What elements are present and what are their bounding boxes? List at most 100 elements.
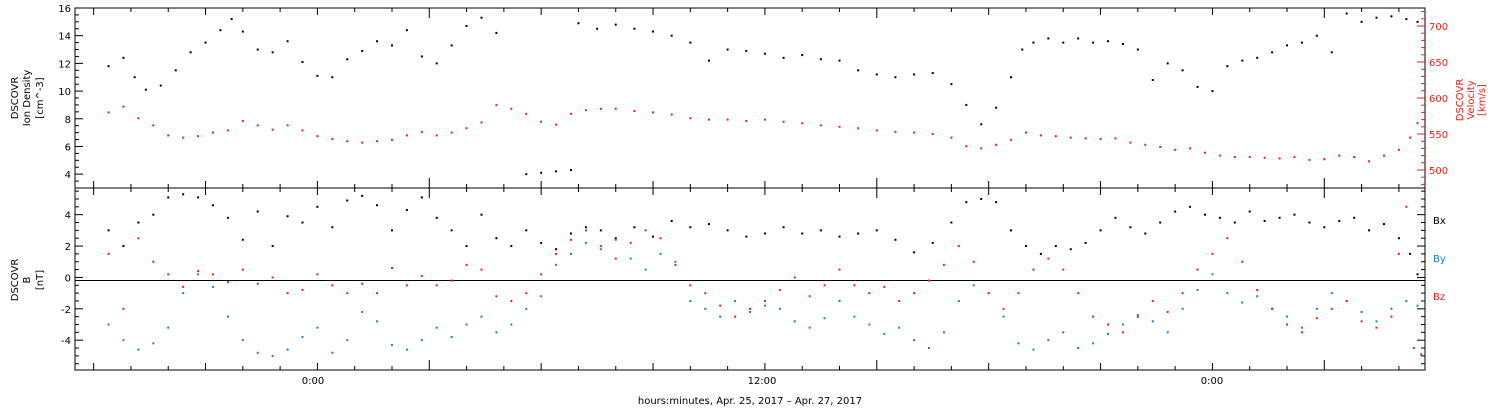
data-point — [1241, 59, 1244, 62]
data-point — [838, 299, 841, 302]
data-point — [838, 125, 841, 128]
data-point — [1159, 221, 1162, 224]
data-point — [346, 199, 349, 202]
data-point — [1218, 216, 1221, 219]
data-point — [1166, 331, 1169, 334]
data-point — [316, 273, 319, 276]
data-point — [1271, 307, 1274, 310]
data-point — [801, 232, 804, 235]
data-point — [555, 252, 558, 255]
data-point — [1416, 273, 1419, 276]
data-point — [633, 27, 636, 30]
data-point — [1323, 158, 1326, 161]
data-point — [1308, 158, 1311, 161]
data-point — [913, 251, 916, 254]
data-point — [1397, 237, 1400, 240]
top-left-y-axis: 4 6 8 10 12 14 16 — [58, 4, 83, 189]
data-point — [894, 238, 897, 241]
data-point — [331, 284, 334, 287]
data-point — [599, 248, 602, 251]
data-point — [316, 74, 319, 77]
top-right-y-title-line: Velocity — [1466, 80, 1477, 119]
data-point — [450, 279, 453, 282]
data-point — [1174, 210, 1177, 213]
data-point — [1405, 18, 1408, 21]
data-point — [745, 235, 748, 238]
data-point — [1047, 257, 1050, 260]
data-point — [189, 51, 192, 54]
data-point — [480, 121, 483, 124]
data-point — [1151, 79, 1154, 81]
data-point — [584, 229, 587, 232]
data-point — [1166, 62, 1169, 65]
data-point — [1174, 148, 1177, 151]
data-point — [1054, 135, 1057, 138]
data-point — [346, 292, 349, 295]
data-point — [197, 270, 200, 273]
data-point — [480, 268, 483, 271]
data-point — [1390, 315, 1393, 318]
data-point — [122, 56, 125, 59]
data-point — [107, 252, 110, 255]
bottom-left-y-title: DSCOVR B [nT] — [10, 259, 46, 302]
data-point — [1338, 219, 1341, 222]
data-point — [301, 288, 304, 291]
data-point — [1278, 157, 1281, 160]
data-point — [965, 103, 968, 106]
data-point — [857, 69, 860, 72]
data-point — [1062, 268, 1065, 271]
data-point — [346, 58, 349, 61]
data-point — [1211, 252, 1214, 255]
data-point — [838, 59, 841, 62]
data-point — [659, 252, 662, 255]
data-point — [1286, 323, 1289, 326]
data-point — [1159, 145, 1162, 148]
data-point — [271, 354, 274, 357]
data-point — [1017, 342, 1020, 345]
data-point — [450, 229, 453, 232]
data-point — [1397, 252, 1400, 255]
data-point — [540, 241, 543, 244]
data-point — [1151, 320, 1154, 323]
data-point — [1382, 154, 1385, 157]
data-point — [316, 205, 319, 208]
data-point — [894, 130, 897, 133]
data-point — [782, 120, 785, 123]
top-right-y-title-line: DSCOVR — [1455, 79, 1466, 122]
data-point — [898, 299, 901, 302]
data-point — [1196, 85, 1199, 88]
data-point — [241, 268, 244, 271]
data-point — [1293, 156, 1296, 159]
data-point — [1330, 292, 1333, 295]
data-point — [1069, 136, 1072, 139]
data-point — [1397, 148, 1400, 151]
data-point — [808, 326, 811, 329]
data-point — [1409, 252, 1412, 255]
data-point — [1300, 326, 1303, 329]
y-tick-label: 550 — [1429, 130, 1448, 141]
data-point — [1323, 226, 1326, 229]
data-point — [808, 295, 811, 298]
data-point — [167, 273, 170, 276]
data-point — [197, 135, 200, 138]
data-point — [555, 170, 558, 173]
data-point — [1211, 273, 1214, 276]
data-point — [1375, 16, 1378, 19]
data-point — [420, 196, 423, 199]
data-point — [510, 299, 513, 302]
data-point — [1129, 226, 1132, 229]
data-point — [1405, 205, 1408, 208]
data-point — [1136, 314, 1139, 317]
data-point — [1353, 216, 1356, 219]
data-point — [1338, 154, 1341, 157]
data-point — [271, 245, 274, 248]
y-tick-label: 600 — [1429, 94, 1448, 105]
data-point — [159, 84, 162, 87]
data-point — [763, 304, 766, 307]
data-point — [144, 88, 147, 91]
data-point — [182, 292, 185, 295]
data-point — [540, 273, 543, 276]
data-point — [1226, 292, 1229, 295]
data-point — [405, 208, 408, 211]
data-point — [1203, 213, 1206, 216]
